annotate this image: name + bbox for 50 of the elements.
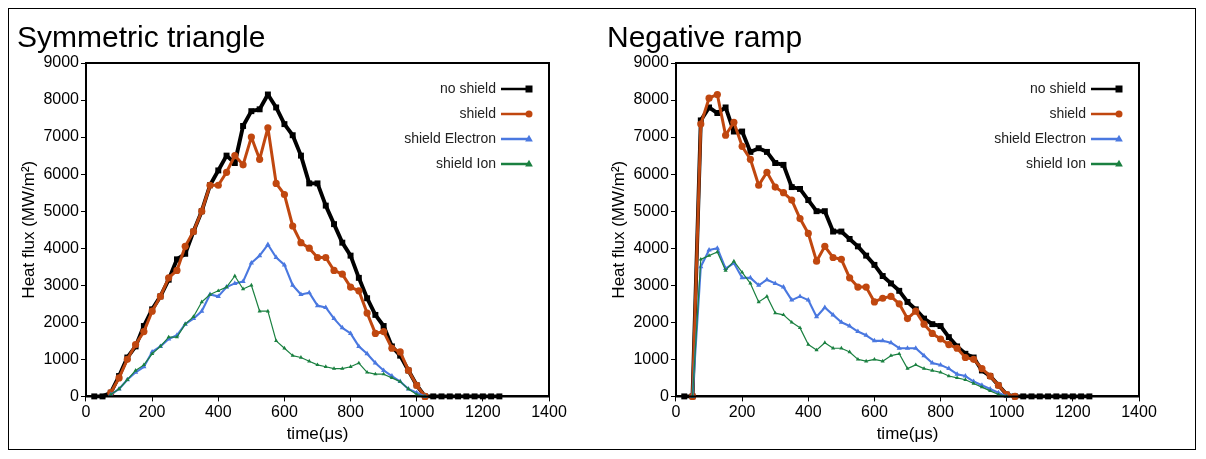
y-tick-label: 3000 [43,275,80,293]
x-tick-label: 0 [671,403,681,421]
x-axis-title: time(μs) [876,424,939,444]
x-axis-title: time(μs) [286,424,349,444]
x-tick-label: 400 [794,403,822,421]
chart-title: Negative ramp [607,20,803,54]
legend-label: shield Electron [404,129,496,146]
y-tick-label: 6000 [43,164,80,182]
x-tick-label: 1000 [398,403,435,421]
y-tick-label: 6000 [633,164,670,182]
x-tick-label: 0 [81,403,91,421]
chart-title: Symmetric triangle [17,20,266,54]
x-tick-label: 1000 [988,403,1025,421]
x-tick-label: 600 [861,403,888,421]
x-tick-label: 800 [927,403,955,421]
legend-label: shield Ion [1026,154,1086,171]
y-tick-label: 2000 [633,312,670,330]
legend-label: no shield [439,79,496,96]
y-tick-label: 4000 [633,238,670,256]
x-tick-label: 1400 [531,403,567,421]
y-tick-label: 4000 [43,238,80,256]
legend-label: shield Ion [436,154,496,171]
y-tick-label: 1000 [43,349,80,367]
x-tick-label: 800 [337,403,365,421]
x-tick-label: 200 [138,403,166,421]
y-tick-label: 7000 [633,127,670,145]
y-tick-label: 7000 [43,127,80,145]
x-tick-label: 400 [204,403,232,421]
x-tick-label: 1200 [1055,403,1091,421]
y-tick-label: 5000 [633,201,670,219]
y-axis-title: Heat flux (MW/m²) [18,160,38,299]
y-tick-label: 9000 [43,53,80,71]
legend-label: shield [1049,104,1086,121]
y-tick-label: 0 [70,386,80,404]
y-tick-label: 1000 [633,349,670,367]
x-tick-label: 200 [728,403,756,421]
y-tick-label: 5000 [43,201,80,219]
legend-label: shield [459,104,496,121]
x-tick-label: 1200 [465,403,501,421]
x-tick-label: 1400 [1121,403,1157,421]
y-tick-label: 8000 [43,90,80,108]
y-tick-label: 8000 [633,90,670,108]
y-tick-label: 9000 [633,53,670,71]
legend-label: shield Electron [994,129,1086,146]
y-tick-label: 3000 [633,275,670,293]
y-axis-title: Heat flux (MW/m²) [608,160,628,299]
legend-label: no shield [1029,79,1086,96]
y-tick-label: 0 [660,386,670,404]
y-tick-label: 2000 [43,312,80,330]
x-tick-label: 600 [271,403,298,421]
